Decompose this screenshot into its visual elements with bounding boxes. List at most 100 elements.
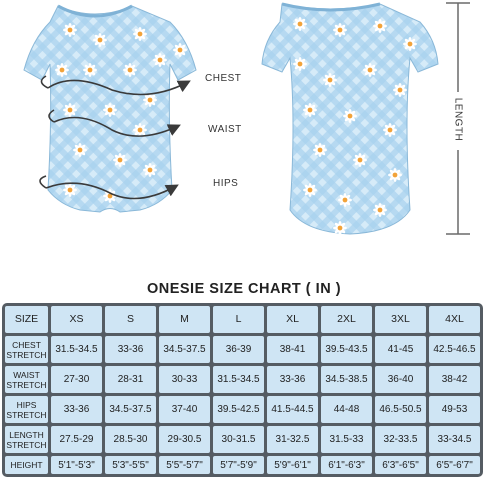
table-row: HEIGHT 5'1"-5'3" 5'3"-5'5" 5'5"-5'7" 5'7"-5'…	[5, 456, 480, 474]
table-cell: 31-32.5	[267, 426, 318, 453]
table-row: CHEST STRETCH 31.5-34.5 33-36 34.5-37.5 36-3…	[5, 336, 480, 363]
table-cell: 34.5-37.5	[159, 336, 210, 363]
table-row: LENGTH STRETCH 27.5-29 28.5-30 29-30.5 30-31…	[5, 426, 480, 453]
table-header-row: SIZE XS S M L XL 2XL 3XL 4XL	[5, 306, 480, 333]
table-cell: 27-30	[51, 366, 102, 393]
chest-label: CHEST	[205, 73, 242, 84]
size-column-header: M	[159, 306, 210, 333]
table-cell: 5'9"-6'1"	[267, 456, 318, 474]
table-cell: 38-41	[267, 336, 318, 363]
daisy-icon	[103, 189, 117, 203]
table-cell: 39.5-43.5	[321, 336, 372, 363]
daisy-icon	[55, 63, 69, 77]
daisy-icon	[403, 37, 417, 51]
chart-title: ONESIE SIZE CHART ( IN )	[146, 281, 342, 297]
daisy-icon	[173, 43, 187, 57]
daisy-icon	[388, 168, 402, 182]
row-label: CHEST STRETCH	[5, 336, 48, 363]
table-cell: 31.5-33	[321, 426, 372, 453]
daisy-icon	[333, 23, 347, 37]
table-cell: 37-40	[159, 396, 210, 423]
table-cell: 5'1"-5'3"	[51, 456, 102, 474]
size-chart-table: SIZE XS S M L XL 2XL 3XL 4XL CHEST STRETCH 31.5-34…	[2, 303, 483, 477]
daisy-icon	[123, 63, 137, 77]
table-cell: 29-30.5	[159, 426, 210, 453]
front-collar	[57, 4, 133, 18]
length-label: LENGTH	[452, 97, 464, 142]
daisy-icon	[63, 183, 77, 197]
table-row: WAIST STRETCH 27-30 28-31 30-33 31.5-34.5 33-…	[5, 366, 480, 393]
table-cell: 39.5-42.5	[213, 396, 264, 423]
daisy-icon	[93, 33, 107, 47]
length-measure	[446, 2, 470, 235]
daisy-icon	[323, 73, 337, 87]
hips-arrow	[39, 175, 179, 200]
daisy-icon	[303, 183, 317, 197]
chest-arrow	[40, 75, 191, 96]
waist-label: WAIST	[208, 124, 242, 135]
size-column-header: S	[105, 306, 156, 333]
table-cell: 30-31.5	[213, 426, 264, 453]
table-cell: 34.5-37.5	[105, 396, 156, 423]
onesie-figure: CHEST WAIST HIPS LENGTH	[23, 2, 470, 235]
daisy-icon	[153, 53, 167, 67]
table-cell: 33-36	[267, 366, 318, 393]
back-collar	[281, 2, 381, 12]
table-cell: 49-53	[429, 396, 480, 423]
size-column-header: L	[213, 306, 264, 333]
table-cell: 5'3"-5'5"	[105, 456, 156, 474]
table-cell: 32-33.5	[375, 426, 426, 453]
table-cell: 6'3"-6'5"	[375, 456, 426, 474]
row-label: HEIGHT	[5, 456, 48, 474]
daisy-icon	[73, 143, 87, 157]
daisy-icon	[133, 27, 147, 41]
daisy-icon	[293, 17, 307, 31]
size-header-cell: SIZE	[5, 306, 48, 333]
daisy-icon	[383, 123, 397, 137]
daisy-icon	[338, 193, 352, 207]
table-cell: 36-39	[213, 336, 264, 363]
daisy-icon	[333, 221, 347, 235]
daisy-icon	[313, 143, 327, 157]
daisy-icon	[303, 103, 317, 117]
size-column-header: XL	[267, 306, 318, 333]
table-cell: 33-36	[51, 396, 102, 423]
table-cell: 5'7"-5'9"	[213, 456, 264, 474]
row-label: LENGTH STRETCH	[5, 426, 48, 453]
daisy-icon	[293, 57, 307, 71]
daisy-icon	[343, 109, 357, 123]
table-cell: 31.5-34.5	[213, 366, 264, 393]
daisy-icon	[143, 163, 157, 177]
table-row: HIPS STRETCH 33-36 34.5-37.5 37-40 39.5-42.5…	[5, 396, 480, 423]
size-column-header: XS	[51, 306, 102, 333]
daisy-icon	[353, 153, 367, 167]
onesie-illustration	[23, 2, 470, 235]
table-cell: 5'5"-5'7"	[159, 456, 210, 474]
table-cell: 33-36	[105, 336, 156, 363]
table-cell: 27.5-29	[51, 426, 102, 453]
daisy-icon	[363, 63, 377, 77]
daisy-icon	[63, 23, 77, 37]
daisy-icon	[83, 63, 97, 77]
table-cell: 28.5-30	[105, 426, 156, 453]
table-cell: 41-45	[375, 336, 426, 363]
table-cell: 42.5-46.5	[429, 336, 480, 363]
daisy-icon	[373, 203, 387, 217]
table-cell: 6'1"-6'3"	[321, 456, 372, 474]
size-column-header: 3XL	[375, 306, 426, 333]
size-column-header: 2XL	[321, 306, 372, 333]
hips-label: HIPS	[213, 178, 239, 189]
table-cell: 31.5-34.5	[51, 336, 102, 363]
daisy-icon	[103, 103, 117, 117]
daisy-pattern	[55, 17, 417, 235]
table-cell: 41.5-44.5	[267, 396, 318, 423]
table-cell: 46.5-50.5	[375, 396, 426, 423]
daisy-icon	[143, 93, 157, 107]
waist-arrow	[48, 109, 181, 137]
table-cell: 6'5"-6'7"	[429, 456, 480, 474]
table-cell: 44-48	[321, 396, 372, 423]
table-cell: 36-40	[375, 366, 426, 393]
size-column-header: 4XL	[429, 306, 480, 333]
row-label: WAIST STRETCH	[5, 366, 48, 393]
daisy-icon	[373, 19, 387, 33]
